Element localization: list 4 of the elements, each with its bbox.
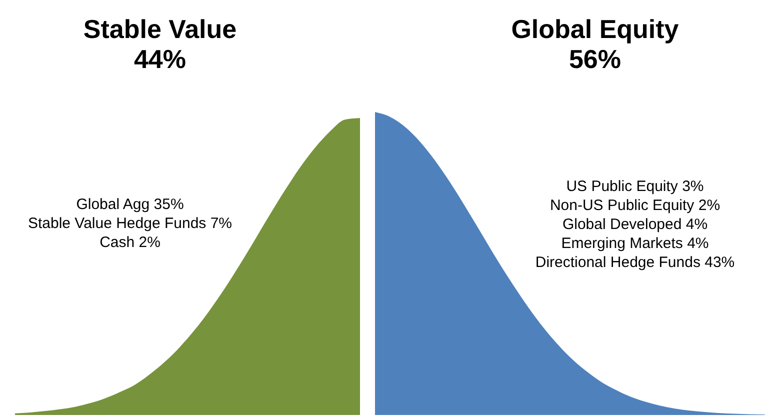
annotation: Global Agg 35% Stable Value Hedge Funds 7% Cash 2% <box>26 195 234 252</box>
text: Stable Value 44% <box>82 14 238 74</box>
annotation: US Public Equity 3% Non-US Public Equity 2% Global Developed 4% Emerging Markets 4% Directional Hedge Funds 43% <box>534 177 736 272</box>
text: Global Equity 56% <box>510 14 680 74</box>
